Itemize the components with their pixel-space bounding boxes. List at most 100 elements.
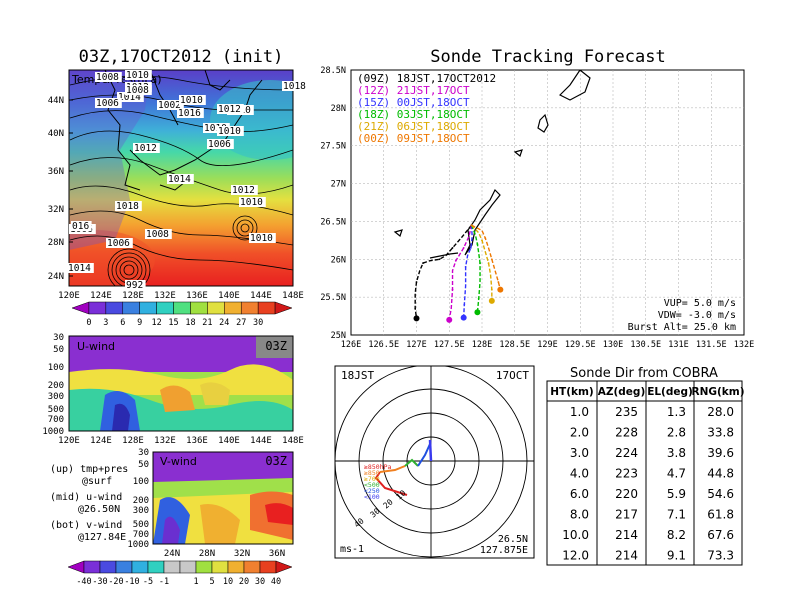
map-lat-ticks: 44N 40N 36N 32N 28N 24N	[48, 96, 73, 282]
v-wind-time: 03Z	[265, 454, 287, 468]
table-cell: 1.0	[570, 405, 589, 419]
u-lon-tick: 140E	[218, 436, 240, 446]
isobar-label: 1012	[218, 104, 241, 115]
u-lon-tick: 136E	[186, 436, 208, 446]
table-cell: 44.8	[707, 467, 734, 481]
tracking-title: Sonde Tracking Forecast	[430, 47, 665, 67]
isobar-label: 1018	[116, 201, 139, 212]
table-cell: 28.0	[707, 405, 734, 419]
sonde-track-line	[471, 224, 502, 290]
table-cell: 3.8	[667, 446, 686, 460]
map-lon-tick: 128E	[122, 291, 144, 301]
colorbar-swatch	[173, 301, 191, 315]
sonde-track-point	[438, 258, 441, 261]
v-p-tick: 700	[133, 530, 149, 540]
colorbar-swatch	[275, 560, 293, 574]
map-lon-tick: 148E	[282, 291, 304, 301]
v-lat-tick: 36N	[269, 549, 285, 559]
table-cell: 12.0	[562, 549, 589, 563]
table-cell: 61.8	[707, 508, 734, 522]
u-p-tick: 50	[53, 345, 64, 355]
tracking-y-tick: 26.5N	[320, 217, 346, 227]
sonde-landing-point	[497, 286, 504, 293]
hodograph-level: <500	[364, 481, 380, 489]
tracking-x-tick: 130E	[603, 340, 623, 350]
colorbar-swatch	[122, 301, 140, 315]
tracking-x-tick: 126E	[341, 340, 361, 350]
hodograph-levels: ≥850hPa≥850≥700<500<250<100	[364, 463, 391, 501]
colorbar-swatch	[88, 301, 107, 315]
colorbar-swatch	[207, 301, 225, 315]
v-p-tick: 100	[133, 477, 149, 487]
tracking-y-tick: 27N	[331, 180, 346, 190]
u-p-tick: 1000	[42, 427, 64, 437]
colorbar-tick: 0	[86, 318, 91, 328]
sonde-track-point	[490, 258, 493, 261]
colorbar-swatch	[163, 560, 181, 574]
v-p-tick: 200	[133, 496, 149, 506]
table-cell: 220	[615, 487, 638, 501]
u-wind-lon-ticks: 120E 124E 128E 132E 136E 140E 144E 148E	[58, 436, 304, 446]
u-wind-field	[69, 336, 293, 431]
colorbar-swatch	[195, 560, 213, 574]
v-p-tick: 50	[138, 460, 149, 470]
note-bot-1: (bot) v-wind	[50, 520, 122, 531]
isobar-label-bg	[125, 280, 146, 290]
table-cell: 214	[615, 528, 638, 542]
v-wind-frame	[152, 451, 294, 545]
legend-entry: (18Z) 03JST,18OCT	[357, 108, 470, 121]
map-lat-tick: 24N	[48, 272, 64, 282]
isobar-label: 1014	[118, 92, 141, 103]
isobar-label-bg	[179, 95, 206, 105]
colorbar-swatch	[139, 301, 157, 315]
u-lon-tick: 144E	[250, 436, 272, 446]
colorbar-tick: 21	[202, 318, 212, 328]
colorbar-tick: 20	[239, 577, 249, 587]
v-p-tick: 30	[138, 448, 149, 458]
map-lat-tick: 36N	[48, 167, 64, 177]
isobar-label-bg	[125, 70, 152, 80]
isobar-label: 1014	[68, 263, 91, 274]
table-cell: 228	[615, 426, 638, 440]
sonde-tracks	[413, 224, 504, 323]
sonde-track-point	[451, 247, 454, 249]
isobar-label-bg	[282, 81, 309, 91]
tracking-x-tick: 128E	[472, 340, 492, 350]
sonde-landing-point	[474, 309, 481, 316]
colorbar-tick: -20	[108, 577, 123, 587]
tracking-x-tick: 132E	[734, 340, 754, 350]
u-p-tick: 30	[53, 333, 64, 343]
v-lat-tick: 24N	[164, 549, 180, 559]
tracking-grid	[351, 70, 744, 335]
v-lat-tick: 28N	[199, 549, 215, 559]
colorbar-swatch	[147, 560, 165, 574]
tracking-x-tick: 129.5E	[565, 340, 596, 350]
isobar-label-bg	[157, 100, 184, 110]
hodograph-unit: ms-1	[340, 544, 364, 555]
u-p-tick: 300	[48, 392, 64, 402]
tracking-legend: (09Z) 18JST,17OCT2012(12Z) 21JST,17OCT(1…	[357, 72, 496, 145]
isobar-label-bg	[217, 104, 244, 114]
colorbar-tick: 30	[253, 318, 263, 328]
colorbar-tick: 10	[223, 577, 233, 587]
note-bot-2: @127.84E	[78, 532, 126, 543]
isobar-label: 1008	[126, 85, 149, 96]
u-p-tick: 100	[48, 363, 64, 373]
colorbar-tick: 18	[185, 318, 195, 328]
table-cell: 10.0	[562, 528, 589, 542]
colorbar-swatch	[99, 560, 117, 574]
isobar-label: 1012	[134, 143, 157, 154]
hodograph-trace	[374, 439, 433, 496]
sonde-track-point	[484, 237, 487, 239]
tracking-y-tick: 28N	[331, 104, 346, 114]
temperature-colorbar: 0 3 6 9 12 15 18 21 24 27 30	[71, 301, 293, 328]
sonde-track-point	[462, 247, 465, 249]
isobar-label: 1016	[178, 108, 201, 119]
isobar-label: 1002	[158, 100, 181, 111]
tracking-x-tick: 127.5E	[434, 340, 465, 350]
table-cell: 214	[615, 549, 638, 563]
isobar-label: 1014	[168, 174, 191, 185]
sonde-track-point	[454, 259, 457, 262]
tracking-x-tick: 128.5E	[499, 340, 530, 350]
